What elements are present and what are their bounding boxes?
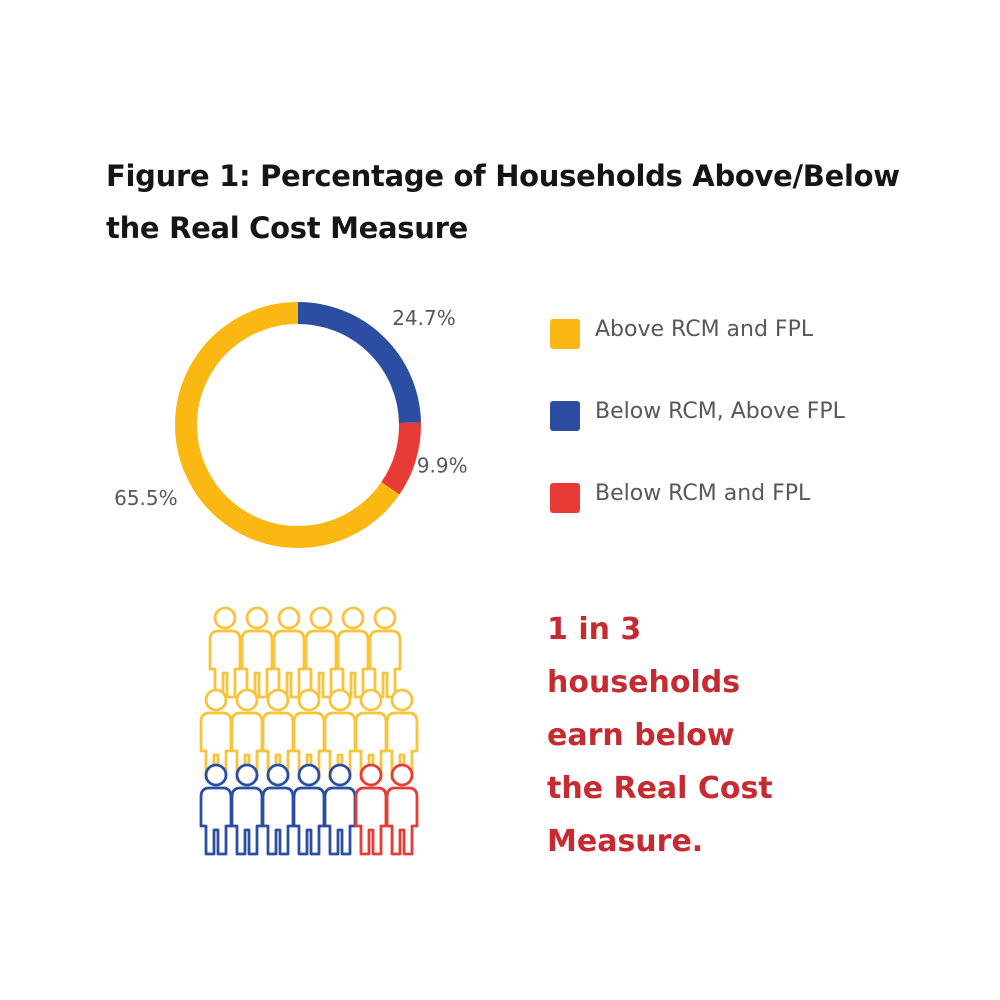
legend-swatch [550, 483, 580, 513]
donut-slice-below-rcm-above-fpl [297, 302, 421, 424]
data-label-1: 65.5% [114, 486, 178, 510]
callout-line-4: the Real Cost [547, 771, 773, 806]
person-icon [199, 763, 233, 856]
callout-line-5: Measure. [547, 824, 704, 859]
person-icon [336, 606, 370, 699]
person-icon [199, 688, 233, 781]
person-icon [368, 606, 402, 699]
person-icon [261, 688, 295, 781]
donut-chart: 65.5% 24.7% 9.9% [114, 302, 468, 548]
person-icon [292, 688, 326, 781]
person-icon [292, 763, 326, 856]
donut-slice-below-rcm-and-fpl [381, 422, 421, 495]
legend-swatch [550, 319, 580, 349]
chart-title-line-1: Figure 1: Percentage of Households Above… [106, 159, 900, 193]
legend-item: Below RCM and FPL [550, 477, 880, 517]
person-icon [385, 688, 419, 781]
legend-item: Below RCM, Above FPL [550, 395, 880, 435]
person-icon [354, 688, 388, 781]
person-icon [230, 688, 264, 781]
person-icon [385, 763, 419, 856]
legend-item: Above RCM and FPL [550, 313, 880, 353]
person-icon [272, 606, 306, 699]
person-icon [354, 763, 388, 856]
person-icon [261, 763, 295, 856]
data-label-2: 24.7% [392, 306, 456, 330]
household-pictogram [199, 606, 419, 856]
person-icon [230, 763, 264, 856]
legend-label: Above RCM and FPL [595, 317, 814, 342]
data-label-3: 9.9% [417, 454, 468, 478]
callout-line-1: 1 in 3 [547, 612, 642, 647]
callout-line-2: households [547, 665, 741, 700]
person-icon [304, 606, 338, 699]
chart-title-line-2: the Real Cost Measure [106, 211, 468, 245]
person-icon [323, 688, 357, 781]
person-icon [208, 606, 242, 699]
callout-text: 1 in 3 households earn below the Real Co… [547, 603, 773, 868]
chart-title: Figure 1: Percentage of Households Above… [106, 150, 900, 254]
legend-label: Below RCM and FPL [595, 481, 811, 506]
person-icon [240, 606, 274, 699]
donut-slice-above-rcm-and-fpl [175, 302, 400, 548]
person-icon [323, 763, 357, 856]
legend-swatch [550, 401, 580, 431]
legend-label: Below RCM, Above FPL [595, 399, 845, 424]
callout-line-3: earn below [547, 718, 735, 753]
